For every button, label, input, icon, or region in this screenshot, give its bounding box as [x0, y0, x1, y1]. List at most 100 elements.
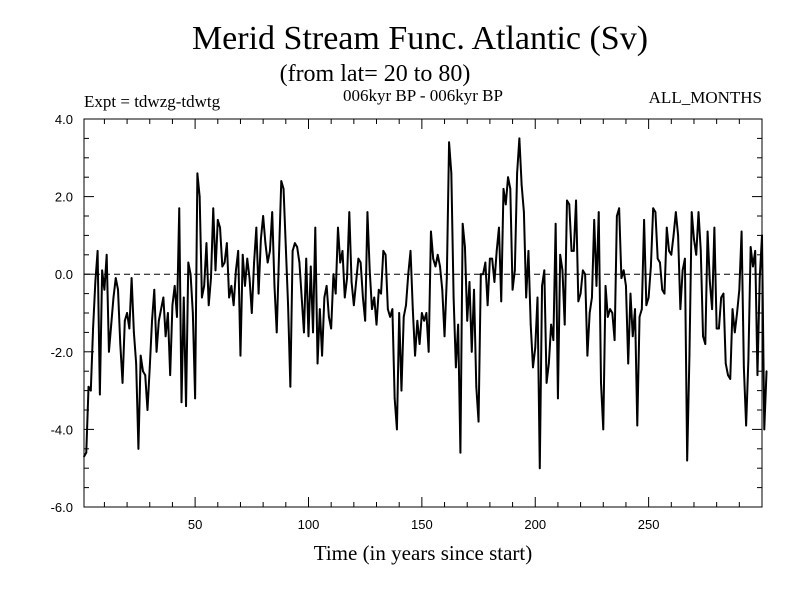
data-point — [96, 250, 99, 252]
data-point — [418, 343, 421, 345]
data-point — [445, 277, 448, 279]
data-point — [688, 354, 691, 357]
data-point — [94, 281, 97, 283]
data-point — [575, 199, 577, 202]
data-point — [638, 315, 641, 318]
axis-ticks — [84, 118, 762, 508]
data-point — [157, 319, 160, 322]
data-point — [631, 335, 634, 338]
data-point — [482, 273, 484, 276]
data-point — [132, 331, 135, 334]
data-point — [126, 312, 128, 314]
data-point — [654, 211, 657, 214]
data-point — [681, 269, 684, 272]
data-point — [613, 339, 616, 342]
data-point — [407, 273, 410, 276]
data-point — [334, 292, 337, 295]
data-point — [216, 218, 219, 221]
data-point — [241, 253, 244, 256]
data-point — [554, 222, 557, 225]
data-point — [629, 292, 632, 295]
data-point — [507, 176, 509, 179]
y-tick-label: -4.0 — [51, 422, 73, 437]
data-point — [185, 405, 187, 408]
data-point — [364, 319, 367, 322]
data-point — [119, 343, 122, 345]
data-point — [622, 269, 625, 272]
data-point — [434, 265, 437, 268]
data-point — [280, 180, 283, 182]
data-point — [282, 187, 285, 190]
data-point — [135, 362, 138, 365]
data-point — [316, 362, 319, 365]
data-point — [620, 277, 623, 279]
data-point — [121, 381, 124, 384]
data-point — [187, 261, 190, 264]
x-tick-label: 150 — [411, 517, 433, 532]
data-point — [262, 215, 265, 217]
data-point — [708, 281, 711, 283]
y-tick-label: 4.0 — [55, 112, 73, 127]
data-point — [436, 253, 439, 256]
data-point — [756, 374, 759, 376]
data-point — [384, 253, 387, 256]
data-series-line — [83, 137, 768, 470]
data-point — [416, 319, 419, 322]
data-point — [618, 207, 621, 210]
data-point — [409, 250, 412, 252]
data-point — [484, 261, 487, 264]
data-point — [411, 308, 414, 311]
data-point — [101, 269, 104, 272]
data-point — [248, 277, 251, 279]
data-point — [85, 451, 88, 454]
data-point — [228, 296, 231, 299]
data-point — [273, 284, 276, 287]
data-point — [745, 424, 748, 427]
data-point — [359, 261, 362, 264]
data-point — [464, 246, 466, 248]
data-point — [724, 362, 727, 365]
data-point — [718, 327, 720, 330]
data-point — [221, 265, 224, 268]
data-point — [255, 226, 258, 229]
data-point — [504, 203, 507, 206]
data-point — [695, 253, 698, 256]
data-point — [400, 389, 403, 392]
data-point — [375, 323, 378, 326]
data-point — [112, 296, 115, 299]
data-point — [665, 226, 668, 229]
data-point — [278, 253, 280, 256]
data-point — [640, 308, 643, 311]
data-point — [627, 362, 630, 365]
data-point — [740, 230, 743, 233]
data-point — [237, 250, 240, 252]
data-point — [604, 284, 607, 287]
data-point — [733, 331, 736, 334]
data-point — [547, 362, 550, 365]
data-point — [450, 172, 453, 175]
data-point — [516, 172, 519, 175]
data-point — [239, 354, 242, 357]
plot-frame — [83, 118, 763, 508]
data-point — [509, 187, 512, 190]
data-point — [389, 315, 392, 318]
data-point — [377, 288, 380, 291]
data-point — [114, 277, 117, 279]
data-point — [674, 211, 677, 214]
data-point — [602, 428, 605, 431]
data-point — [715, 327, 718, 330]
data-point — [235, 269, 237, 272]
axis-tick-labels: 50 100 150 200 250 -6.0 -4.0 -2.0 0.0 2.0 4.0 — [51, 112, 660, 532]
y-tick-label: 0.0 — [55, 267, 73, 282]
data-point — [330, 327, 333, 330]
data-point — [656, 257, 659, 260]
data-point — [452, 296, 455, 299]
data-point — [180, 401, 183, 404]
data-point — [586, 354, 589, 357]
data-point — [541, 284, 543, 287]
data-point — [325, 284, 328, 287]
data-point — [454, 366, 457, 369]
data-point — [420, 312, 423, 314]
data-point — [473, 288, 475, 291]
